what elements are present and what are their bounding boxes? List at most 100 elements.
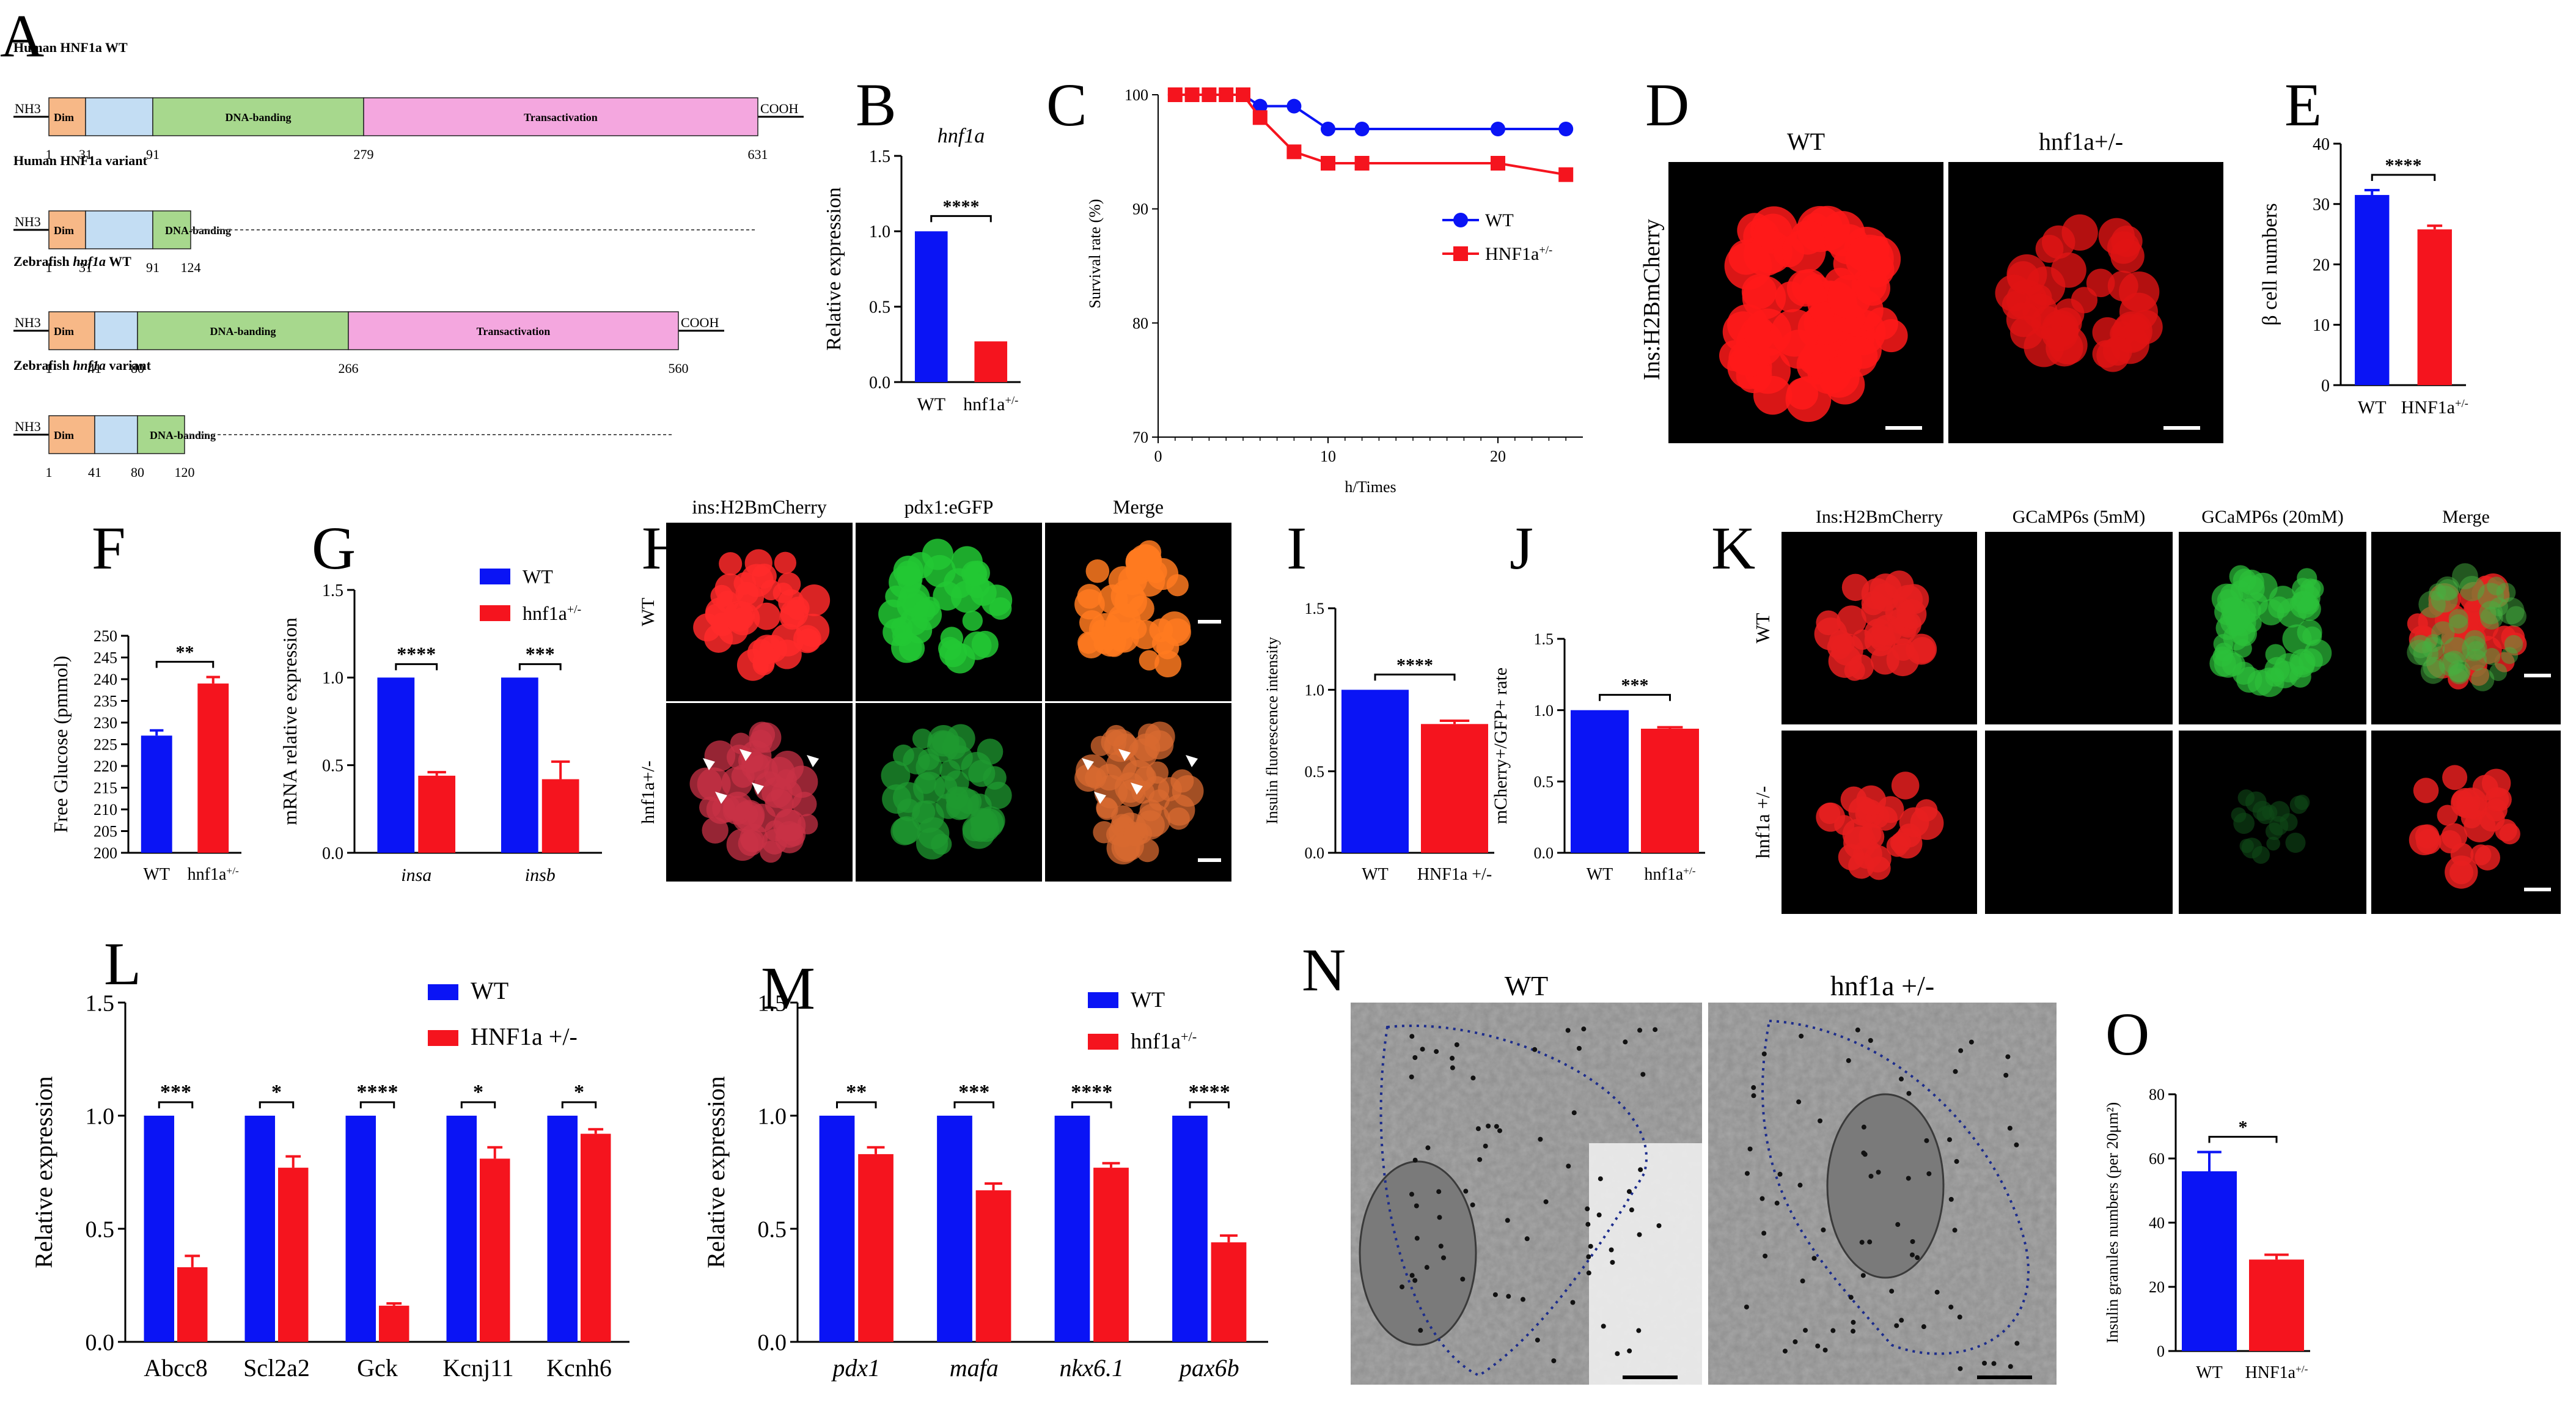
insulin-granule — [2005, 1054, 2011, 1059]
insulin-granule — [1821, 1227, 1826, 1232]
insulin-granule — [2008, 1364, 2013, 1369]
dim-label: Dim — [54, 325, 74, 337]
column-label: hnf1a+/- — [2039, 128, 2123, 155]
column-label: GCaMP6s (20mM) — [2201, 507, 2344, 527]
legend-swatch — [1088, 992, 1118, 1008]
bar-mut — [418, 775, 456, 853]
insulin-granule — [2014, 1341, 2020, 1346]
y-tick-label: 0 — [2157, 1342, 2165, 1360]
y-axis-label: mRNA relative expression — [279, 617, 301, 825]
x-tick-label: HNF1a+/- — [2401, 397, 2468, 418]
significance-marker: **** — [943, 196, 980, 216]
insulin-granule — [1640, 1072, 1646, 1077]
residue-tick: 31 — [79, 147, 92, 162]
significance-marker: **** — [397, 643, 436, 665]
x-tick-label: pax6b — [1178, 1354, 1239, 1382]
domain-dna — [137, 415, 185, 454]
insulin-granule — [1437, 1215, 1442, 1220]
y-tick-label: 0.0 — [1534, 844, 1554, 862]
column-label: ins:H2BmCherry — [692, 496, 826, 518]
insulin-granule — [1861, 1124, 1866, 1130]
residue-tick: 120 — [175, 465, 195, 480]
insulin-granule — [1596, 1212, 1602, 1218]
y-tick-label: 20 — [2313, 256, 2330, 274]
bar-mut — [378, 1305, 409, 1342]
dna-binding-label: DNA-banding — [210, 325, 276, 337]
insulin-granule — [1948, 1196, 1954, 1202]
residue-tick: 91 — [146, 260, 160, 275]
y-tick-label: 0.5 — [869, 298, 890, 317]
insulin-granule — [1924, 1138, 1929, 1143]
insulin-granule — [1629, 1207, 1634, 1213]
insulin-granule — [1653, 1027, 1658, 1033]
insulin-granule — [1774, 1201, 1780, 1206]
legend-label: WT — [471, 977, 508, 1004]
insulin-granule — [1623, 1039, 1628, 1045]
insulin-granule — [2014, 1142, 2019, 1147]
insulin-granule — [1909, 1252, 1915, 1258]
insulin-granule — [1520, 1297, 1525, 1302]
column-label: pdx1:eGFP — [905, 496, 994, 518]
significance-marker: ** — [846, 1081, 867, 1103]
n-terminus-label: NH3 — [15, 214, 41, 229]
insulin-granule — [1566, 1163, 1571, 1169]
insulin-granule — [1782, 1349, 1788, 1354]
domain-dim — [48, 97, 86, 136]
y-axis-label: Free Glucose (pmmol) — [50, 656, 72, 833]
insulin-granule — [1477, 1157, 1483, 1162]
c-terminus-label: COOH — [760, 101, 798, 116]
insulin-granule — [1751, 1093, 1756, 1099]
bar-mut — [177, 1267, 208, 1342]
arrowhead-marker — [739, 749, 752, 761]
bar-wt — [446, 1116, 477, 1342]
insulin-granule — [1505, 1218, 1510, 1223]
y-tick-label: 70 — [1132, 429, 1148, 446]
insulin-granule — [1414, 1235, 1420, 1241]
panel-letter-c: C — [1046, 71, 1087, 139]
chart-panel-j: 0.0 0.5 1.0 1.5 mCherry+/GFP+ rate WT hnf1a+/-… — [1491, 630, 1705, 884]
y-tick-label: 1.5 — [1534, 630, 1554, 648]
significance-marker: *** — [1621, 676, 1649, 696]
y-tick-label: 200 — [94, 844, 117, 862]
x-tick-label: WT — [917, 394, 945, 414]
x-tick-label: hnf1a+/- — [188, 865, 239, 885]
insulin-granule — [1483, 1143, 1488, 1149]
dim-label: Dim — [54, 111, 74, 123]
bar-mut — [1421, 724, 1488, 853]
y-tick-label: 1.5 — [869, 147, 890, 166]
significance-marker: **** — [1071, 1081, 1112, 1103]
bar-mut — [197, 683, 229, 853]
panel-letter-e: E — [2284, 71, 2322, 139]
insulin-granule — [1747, 1146, 1753, 1152]
panel-letter-j: J — [1510, 514, 1533, 582]
x-tick-label: 20 — [1490, 447, 1506, 465]
insulin-granule — [1895, 1222, 1901, 1228]
y-tick-label: 100 — [1125, 86, 1148, 104]
row-label: hnf1a +/- — [1752, 786, 1774, 858]
arrowhead-marker — [807, 755, 819, 767]
legend-swatch — [480, 569, 510, 584]
y-tick-label: 0.5 — [1305, 763, 1325, 781]
insulin-granule — [1906, 1176, 1911, 1181]
bar-wt — [547, 1116, 578, 1342]
insulin-granule — [1414, 1203, 1419, 1209]
insulin-granule — [1796, 1099, 1802, 1105]
micrograph-k-r2c2 — [1985, 731, 2173, 914]
panel-letter-d: D — [1645, 71, 1689, 139]
panel-letter-i: I — [1286, 514, 1307, 582]
chart-panel-f: 200 205 210 215 220 225 230 235 240 245 250 Free Gl… — [50, 627, 241, 884]
insulin-granule — [1585, 1221, 1591, 1227]
insulin-granule — [1538, 1136, 1543, 1142]
residue-tick: 80 — [131, 465, 144, 480]
panel-letter-b: B — [856, 71, 897, 139]
insulin-granule — [1497, 1128, 1503, 1133]
y-axis-label: Relative expression — [702, 1076, 730, 1268]
bar-wt — [819, 1116, 855, 1342]
y-axis-label: Insulin fluorescence intensity — [1263, 637, 1281, 824]
x-tick-label: WT — [1587, 865, 1613, 884]
y-tick-label: 250 — [94, 627, 117, 645]
insulin-granule — [1486, 1123, 1491, 1129]
insulin-granule — [1585, 1206, 1590, 1212]
